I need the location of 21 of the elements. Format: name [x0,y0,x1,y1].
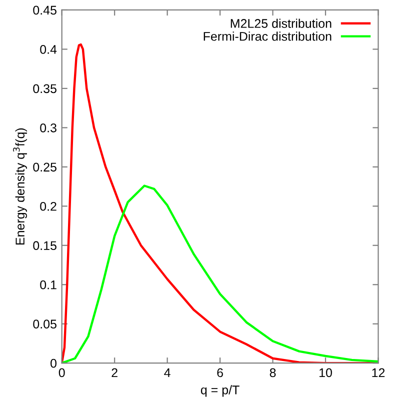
y-tick-label: 0.4 [40,45,57,54]
x-tick-label: 2 [112,368,118,378]
y-tick-label: 0 [50,358,56,368]
y-tick-label: 0.45 [33,6,56,15]
x-tick-label: 12 [372,368,385,378]
y-axis-title: Energy density q$^{3}$f(q) [13,128,27,245]
x-tick-label: 6 [217,368,223,378]
x-tick-label: 4 [164,368,170,378]
x-tick-label: 8 [270,368,276,378]
legend-label: Fermi-Dirac distribution [204,32,332,41]
x-axis-title: q = p/T [200,385,240,397]
x-tick-label: 10 [320,368,332,378]
y-tick-label: 0.25 [33,162,56,172]
x-tick-label: 0 [58,368,65,378]
legend-label: M2L25 distribution [230,18,332,28]
y-tick-label: 0.15 [33,241,56,250]
y-tick-label: 0.2 [40,202,56,211]
y-tick-label: 0.35 [33,84,56,94]
y-tick-label: 0.05 [33,320,56,329]
y-tick-label: 0.1 [40,280,56,290]
y-tick-label: 0.3 [40,123,56,132]
